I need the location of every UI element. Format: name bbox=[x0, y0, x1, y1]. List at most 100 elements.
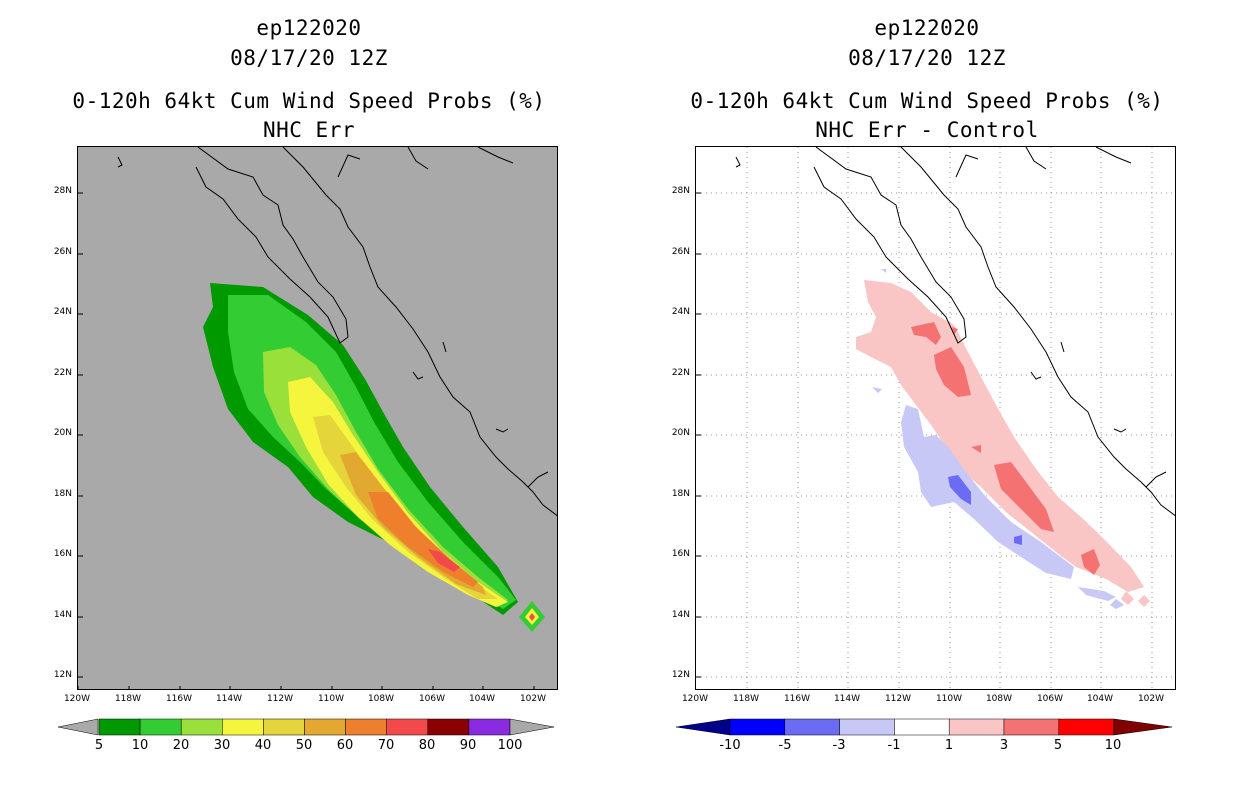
lat-label: 24N bbox=[53, 307, 72, 317]
prob-50-60 bbox=[340, 452, 486, 595]
storm-id: ep122020 bbox=[874, 16, 980, 40]
colorbar-label: 60 bbox=[336, 738, 354, 753]
diff-neg-3-5 bbox=[948, 475, 971, 505]
diff-neg-1-3-e bbox=[881, 269, 886, 273]
lon-label: 114W bbox=[833, 694, 861, 704]
diff-neg-1-3-d bbox=[872, 387, 882, 393]
colorbar-label: 10 bbox=[131, 738, 149, 753]
left-panel: ep122020 08/17/20 12Z 0-120h 64kt Cum Wi… bbox=[53, 16, 558, 753]
lat-label: 16N bbox=[671, 549, 690, 559]
lon-label: 112W bbox=[884, 694, 912, 704]
lon-label: 108W bbox=[367, 694, 395, 704]
lat-label: 24N bbox=[671, 307, 690, 317]
colorbar-label: 30 bbox=[213, 738, 231, 753]
colorbar-cell bbox=[386, 718, 429, 736]
colorbar-label: -3 bbox=[832, 738, 846, 753]
colorbar-cell bbox=[180, 718, 223, 736]
datetime: 08/17/20 12Z bbox=[230, 46, 388, 70]
colorbar-label: 40 bbox=[254, 738, 272, 753]
lon-label: 104W bbox=[1086, 694, 1114, 704]
diff-pos-1-3-c bbox=[1138, 595, 1150, 607]
axis-ticks bbox=[78, 192, 535, 689]
lon-label: 114W bbox=[215, 694, 243, 704]
lat-label: 28N bbox=[53, 186, 72, 196]
difference-map bbox=[695, 146, 1176, 690]
diff-pos-3-5 bbox=[911, 322, 941, 345]
lon-label: 120W bbox=[681, 694, 709, 704]
colorbar-cell bbox=[222, 718, 264, 736]
lon-label: 102W bbox=[1137, 694, 1165, 704]
lat-label: 12N bbox=[53, 670, 72, 680]
colorbar-label: -1 bbox=[887, 738, 901, 753]
diff-neg-3-5-b bbox=[1014, 535, 1022, 545]
colorbar-low-end bbox=[676, 718, 731, 736]
lon-label: 102W bbox=[519, 694, 547, 704]
colorbar-label: 70 bbox=[377, 738, 395, 753]
lon-label: 106W bbox=[418, 694, 446, 704]
colorbar-cell bbox=[894, 718, 950, 736]
prob-70-80 bbox=[428, 549, 460, 572]
colorbar bbox=[58, 718, 554, 736]
lat-label: 20N bbox=[53, 428, 72, 438]
colorbar-label: 1 bbox=[944, 738, 954, 753]
probability-map bbox=[77, 146, 558, 690]
lon-label: 118W bbox=[114, 694, 142, 704]
diff-pos-1-3 bbox=[856, 280, 1144, 592]
colorbar-label: 5 bbox=[1053, 738, 1063, 753]
colorbar-cell bbox=[468, 718, 511, 736]
diff-pos-3-5-e bbox=[971, 445, 981, 453]
colorbar-cell bbox=[304, 718, 346, 736]
colorbar-label: 90 bbox=[459, 738, 477, 753]
lon-label: 104W bbox=[468, 694, 496, 704]
colorbar-label: 20 bbox=[172, 738, 190, 753]
diff-pos-1-3-b bbox=[1121, 591, 1134, 605]
lon-label: 116W bbox=[783, 694, 811, 704]
coastline bbox=[735, 147, 1175, 517]
subtitle: NHC Err - Control bbox=[815, 118, 1039, 142]
lon-label: 112W bbox=[266, 694, 294, 704]
colorbar-label: -5 bbox=[778, 738, 792, 753]
colorbar-cell bbox=[427, 718, 470, 736]
lat-label: 22N bbox=[53, 368, 72, 378]
storm-id: ep122020 bbox=[256, 16, 362, 40]
colorbar bbox=[676, 718, 1172, 736]
colorbar-cell bbox=[345, 718, 387, 736]
diff-neg-1-3-c bbox=[1110, 599, 1124, 609]
lon-label: 118W bbox=[732, 694, 760, 704]
lat-label: 18N bbox=[53, 489, 72, 499]
product-title: 0-120h 64kt Cum Wind Speed Probs (%) bbox=[72, 89, 546, 113]
lat-label: 16N bbox=[53, 549, 72, 559]
colorbar-label: 5 bbox=[94, 738, 104, 753]
colorbar-cell bbox=[1058, 718, 1114, 736]
diff-neg-1-3 bbox=[901, 405, 1074, 579]
colorbar-cell bbox=[839, 718, 895, 736]
colorbar-cell bbox=[948, 718, 1005, 736]
colorbar-cell bbox=[139, 718, 182, 736]
lat-label: 26N bbox=[53, 247, 72, 257]
colorbar-cell bbox=[98, 718, 141, 736]
colorbar-label: 100 bbox=[497, 738, 523, 753]
map-graphic bbox=[696, 147, 1175, 689]
lon-label: 106W bbox=[1036, 694, 1064, 704]
colorbar-label: 3 bbox=[999, 738, 1009, 753]
colorbar-label: 10 bbox=[1104, 738, 1122, 753]
product-title: 0-120h 64kt Cum Wind Speed Probs (%) bbox=[690, 89, 1164, 113]
colorbar-label: 80 bbox=[418, 738, 436, 753]
lon-label: 120W bbox=[63, 694, 91, 704]
diff-pos-3-5-d bbox=[1081, 549, 1100, 575]
colorbar-label: -10 bbox=[719, 738, 741, 753]
colorbar-cell bbox=[784, 718, 840, 736]
lat-label: 22N bbox=[671, 368, 690, 378]
datetime: 08/17/20 12Z bbox=[848, 46, 1006, 70]
map-graphic bbox=[117, 147, 557, 632]
lon-label: 110W bbox=[935, 694, 963, 704]
lat-label: 20N bbox=[671, 428, 690, 438]
lon-label: 110W bbox=[317, 694, 345, 704]
colorbar-cell bbox=[729, 718, 786, 736]
diff-pos-3-5-c bbox=[994, 462, 1054, 532]
lat-label: 26N bbox=[671, 247, 690, 257]
diff-pos-3-5-b bbox=[934, 347, 971, 397]
colorbar-cell bbox=[1003, 718, 1060, 736]
subtitle: NHC Err bbox=[262, 118, 355, 142]
colorbar-low-end bbox=[58, 718, 99, 736]
